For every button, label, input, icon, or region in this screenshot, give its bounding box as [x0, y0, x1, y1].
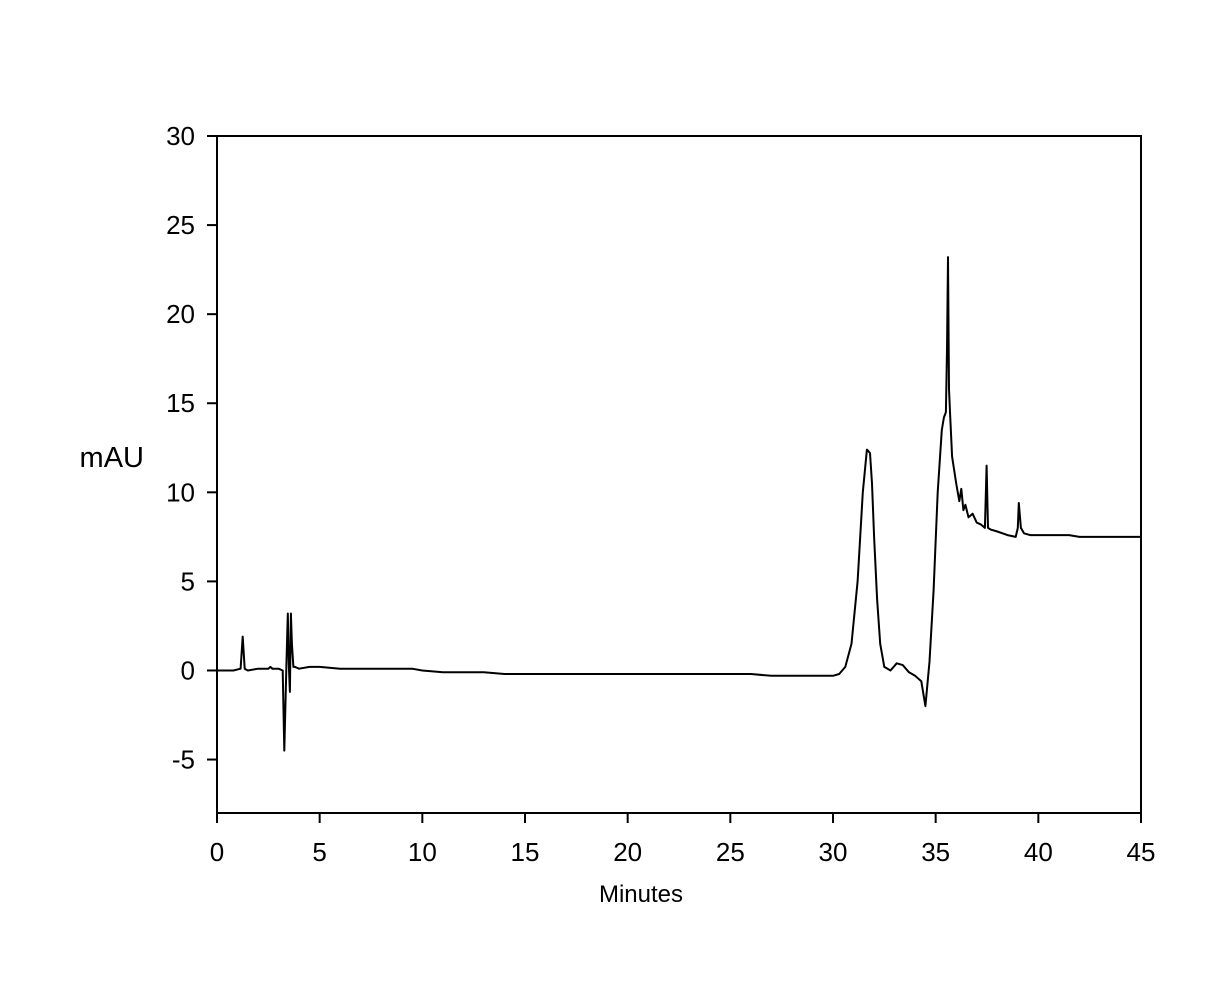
y-tick-label: 0	[181, 655, 195, 685]
x-tick-label: 20	[613, 837, 642, 867]
x-tick-label: 40	[1024, 837, 1053, 867]
y-axis-title: mAU	[80, 442, 144, 474]
x-axis-title: Minutes	[599, 881, 683, 908]
x-tick-label: 25	[716, 837, 745, 867]
x-tick-label: 10	[408, 837, 437, 867]
y-tick-label: -5	[172, 745, 195, 775]
plot-area-frame	[216, 135, 1142, 814]
x-tick-label: 5	[312, 837, 326, 867]
y-axis-ticks: -5 0 5 10 15 20 25 30	[166, 121, 217, 775]
y-tick-label: 10	[166, 477, 195, 507]
y-tick-label: 20	[166, 299, 195, 329]
y-tick-label: 30	[166, 121, 195, 151]
y-tick-label: 15	[166, 388, 195, 418]
x-tick-label: 15	[511, 837, 540, 867]
x-tick-label: 0	[210, 837, 224, 867]
y-tick-label: 25	[166, 210, 195, 240]
x-tick-label: 35	[921, 837, 950, 867]
y-tick-label: 5	[181, 566, 195, 596]
chromatogram-trace	[217, 256, 1141, 752]
x-tick-label: 45	[1127, 837, 1156, 867]
x-tick-label: 30	[819, 837, 848, 867]
x-axis-ticks: 0 5 10 15 20 25 30 35 40 45	[210, 813, 1156, 867]
